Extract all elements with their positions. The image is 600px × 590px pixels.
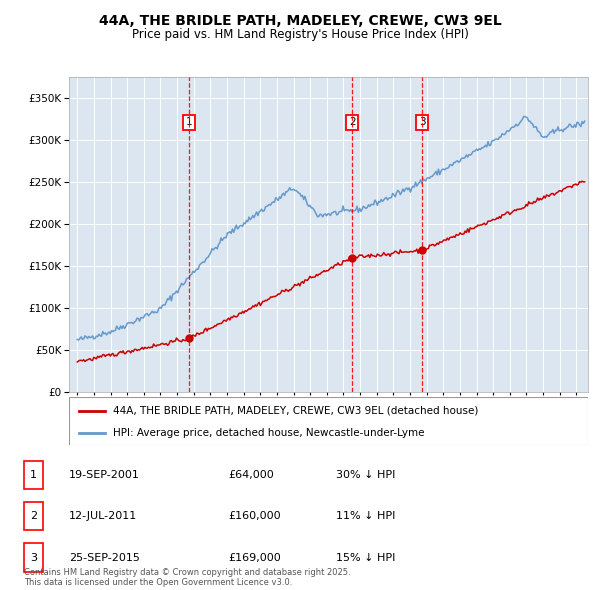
Text: Contains HM Land Registry data © Crown copyright and database right 2025.
This d: Contains HM Land Registry data © Crown c… (24, 568, 350, 587)
Text: Price paid vs. HM Land Registry's House Price Index (HPI): Price paid vs. HM Land Registry's House … (131, 28, 469, 41)
Text: 1: 1 (186, 117, 193, 127)
Text: 11% ↓ HPI: 11% ↓ HPI (336, 512, 395, 521)
Text: 3: 3 (30, 553, 37, 562)
Text: 1: 1 (30, 470, 37, 480)
FancyBboxPatch shape (69, 397, 588, 445)
Text: 3: 3 (419, 117, 425, 127)
Text: 15% ↓ HPI: 15% ↓ HPI (336, 553, 395, 562)
Text: HPI: Average price, detached house, Newcastle-under-Lyme: HPI: Average price, detached house, Newc… (113, 428, 425, 438)
Text: 2: 2 (349, 117, 356, 127)
Text: £64,000: £64,000 (228, 470, 274, 480)
Text: 44A, THE BRIDLE PATH, MADELEY, CREWE, CW3 9EL (detached house): 44A, THE BRIDLE PATH, MADELEY, CREWE, CW… (113, 405, 478, 415)
Text: 19-SEP-2001: 19-SEP-2001 (69, 470, 140, 480)
Text: 2: 2 (30, 512, 37, 521)
Text: 25-SEP-2015: 25-SEP-2015 (69, 553, 140, 562)
Text: 30% ↓ HPI: 30% ↓ HPI (336, 470, 395, 480)
Text: 44A, THE BRIDLE PATH, MADELEY, CREWE, CW3 9EL: 44A, THE BRIDLE PATH, MADELEY, CREWE, CW… (98, 14, 502, 28)
Text: £169,000: £169,000 (228, 553, 281, 562)
Text: 12-JUL-2011: 12-JUL-2011 (69, 512, 137, 521)
Text: £160,000: £160,000 (228, 512, 281, 521)
